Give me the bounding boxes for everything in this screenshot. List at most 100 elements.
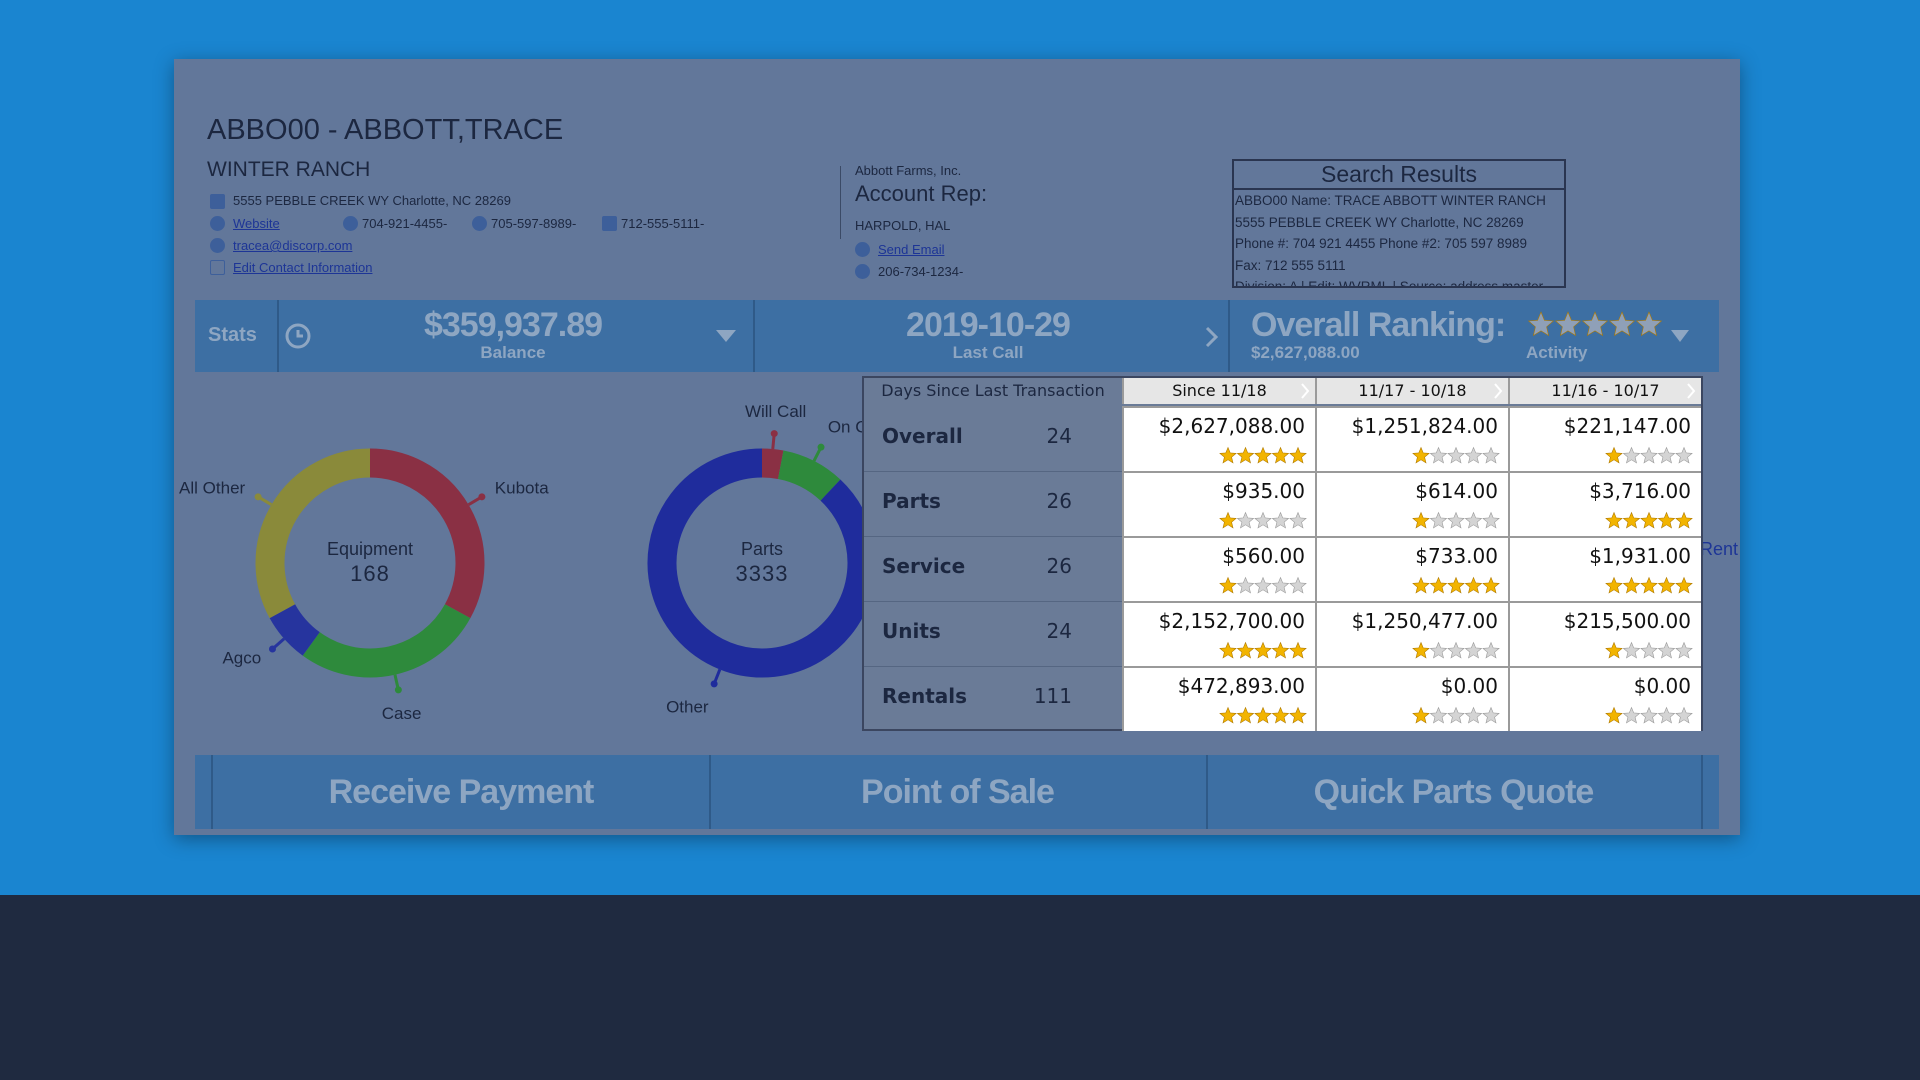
star (1412, 641, 1430, 659)
column-header[interactable]: 11/17 - 10/18 (1315, 378, 1508, 404)
segment-label: Agco (222, 648, 261, 667)
rating (1412, 511, 1500, 529)
donut-segment (269, 603, 321, 656)
star (1254, 576, 1272, 594)
amount: $2,152,700.00 (1158, 609, 1305, 633)
balance-dropdown[interactable] (716, 330, 736, 344)
star (1412, 511, 1430, 529)
donut-center-label: Equipment (327, 539, 413, 559)
rating-stars (1605, 576, 1693, 594)
column-header-text: 11/17 - 10/18 (1358, 381, 1467, 400)
ranking-title: Overall Ranking: (1251, 306, 1506, 344)
phone: 712-555-5111- (621, 216, 705, 231)
chevron-shape (1494, 383, 1503, 399)
star (1219, 576, 1237, 594)
chevron-shape (1301, 383, 1310, 399)
email-link[interactable]: tracea@discorp.com (233, 238, 353, 253)
fax-icon (602, 216, 617, 231)
rating-stars (1605, 706, 1693, 724)
star (1429, 641, 1448, 659)
rating (1605, 706, 1693, 724)
star (1675, 446, 1693, 464)
edit-contact-link[interactable]: Edit Contact Information (233, 260, 373, 275)
rating-stars (1219, 641, 1307, 659)
donut-center-label: Parts (741, 539, 783, 559)
label-pin-dot (268, 645, 276, 653)
customer-title: ABBO00 - ABBOTT,TRACE (207, 114, 564, 146)
rating (1219, 576, 1307, 594)
stats-label: Stats (208, 324, 257, 346)
star (1675, 576, 1693, 594)
amount: $3,716.00 (1589, 479, 1691, 503)
star (1447, 706, 1465, 724)
column-header[interactable]: Since 11/18 (1122, 378, 1315, 404)
amount: $1,251,824.00 (1351, 414, 1498, 438)
star (1289, 446, 1307, 464)
rep-email-link[interactable]: Send Email (878, 242, 945, 257)
phone: 704-921-4455- (362, 216, 448, 231)
divider (1206, 755, 1208, 829)
star (1254, 706, 1272, 724)
search-title: Search Results (1234, 161, 1564, 190)
star (1482, 511, 1500, 529)
star (1605, 511, 1623, 529)
rep-heading: Account Rep: (855, 181, 988, 206)
amount: $0.00 (1633, 674, 1691, 698)
star (1482, 706, 1500, 724)
amount: $1,250,477.00 (1351, 609, 1498, 633)
star (1622, 576, 1641, 594)
column-header-text: Since 11/18 (1172, 381, 1267, 400)
action-button[interactable]: Point of Sale (861, 773, 1055, 811)
row-divider (864, 601, 1122, 602)
rep-company: Abbott Farms, Inc. (855, 163, 962, 178)
search-lines: ABBO00 Name: TRACE ABBOTT WINTER RANCH 55… (1234, 190, 1564, 288)
row-days: 24 (1046, 424, 1072, 448)
table-cell: $1,250,477.00 (1315, 601, 1508, 666)
table-cell: $0.00 (1508, 666, 1701, 731)
activity-label: Activity (1526, 343, 1588, 362)
rating (1412, 706, 1500, 724)
star (1605, 706, 1623, 724)
stats-bar: Stats $359,937.89 Balance 2019-10-29 Las… (195, 300, 1719, 372)
star (1412, 576, 1430, 594)
star (1640, 576, 1658, 594)
star (1657, 511, 1676, 529)
website-link[interactable]: Website (233, 216, 280, 231)
phone-icon (343, 216, 358, 231)
star (1622, 706, 1641, 724)
action-button[interactable]: Receive Payment (328, 773, 595, 811)
rating (1219, 446, 1307, 464)
search-line: Division: A | Edit: WVRML | Source: addr… (1235, 279, 1544, 288)
donut-segment (647, 448, 877, 678)
amount: $221,147.00 (1563, 414, 1691, 438)
star (1482, 641, 1500, 659)
star (1289, 641, 1307, 659)
star (1605, 576, 1623, 594)
amount: $733.00 (1415, 544, 1498, 568)
rating (1412, 446, 1500, 464)
activity-dropdown[interactable] (1671, 330, 1689, 344)
row-label: Service (882, 554, 966, 578)
search-title-text: Search Results (1321, 161, 1477, 187)
customer-subtitle: WINTER RANCH (207, 158, 371, 181)
amount: $614.00 (1415, 479, 1498, 503)
star (1219, 706, 1237, 724)
table-cell: $0.00 (1315, 666, 1508, 731)
last-call-next[interactable] (1205, 326, 1219, 348)
rating (1605, 511, 1693, 529)
row-divider (864, 536, 1122, 537)
column-header[interactable]: 11/16 - 10/17 (1508, 378, 1701, 404)
action-button[interactable]: Quick Parts Quote (1313, 773, 1595, 811)
table-cell: $3,716.00 (1508, 471, 1701, 536)
table-cell: $2,152,700.00 (1122, 601, 1315, 666)
email-icon (855, 242, 870, 257)
transaction-table: Days Since Last Transaction Since 11/18 11… (862, 376, 1703, 731)
chevron-shape (1687, 383, 1696, 399)
customer-panel: Kubota Case Agco All Other Equipment 168 Will … (174, 59, 1740, 835)
star (1447, 576, 1465, 594)
rating (1219, 511, 1307, 529)
search-line: Phone #: 704 921 4455 Phone #2: 705 597 … (1235, 236, 1528, 251)
hidden-chart-label: Rent (1700, 539, 1739, 559)
segment-label: All Other (179, 479, 245, 498)
